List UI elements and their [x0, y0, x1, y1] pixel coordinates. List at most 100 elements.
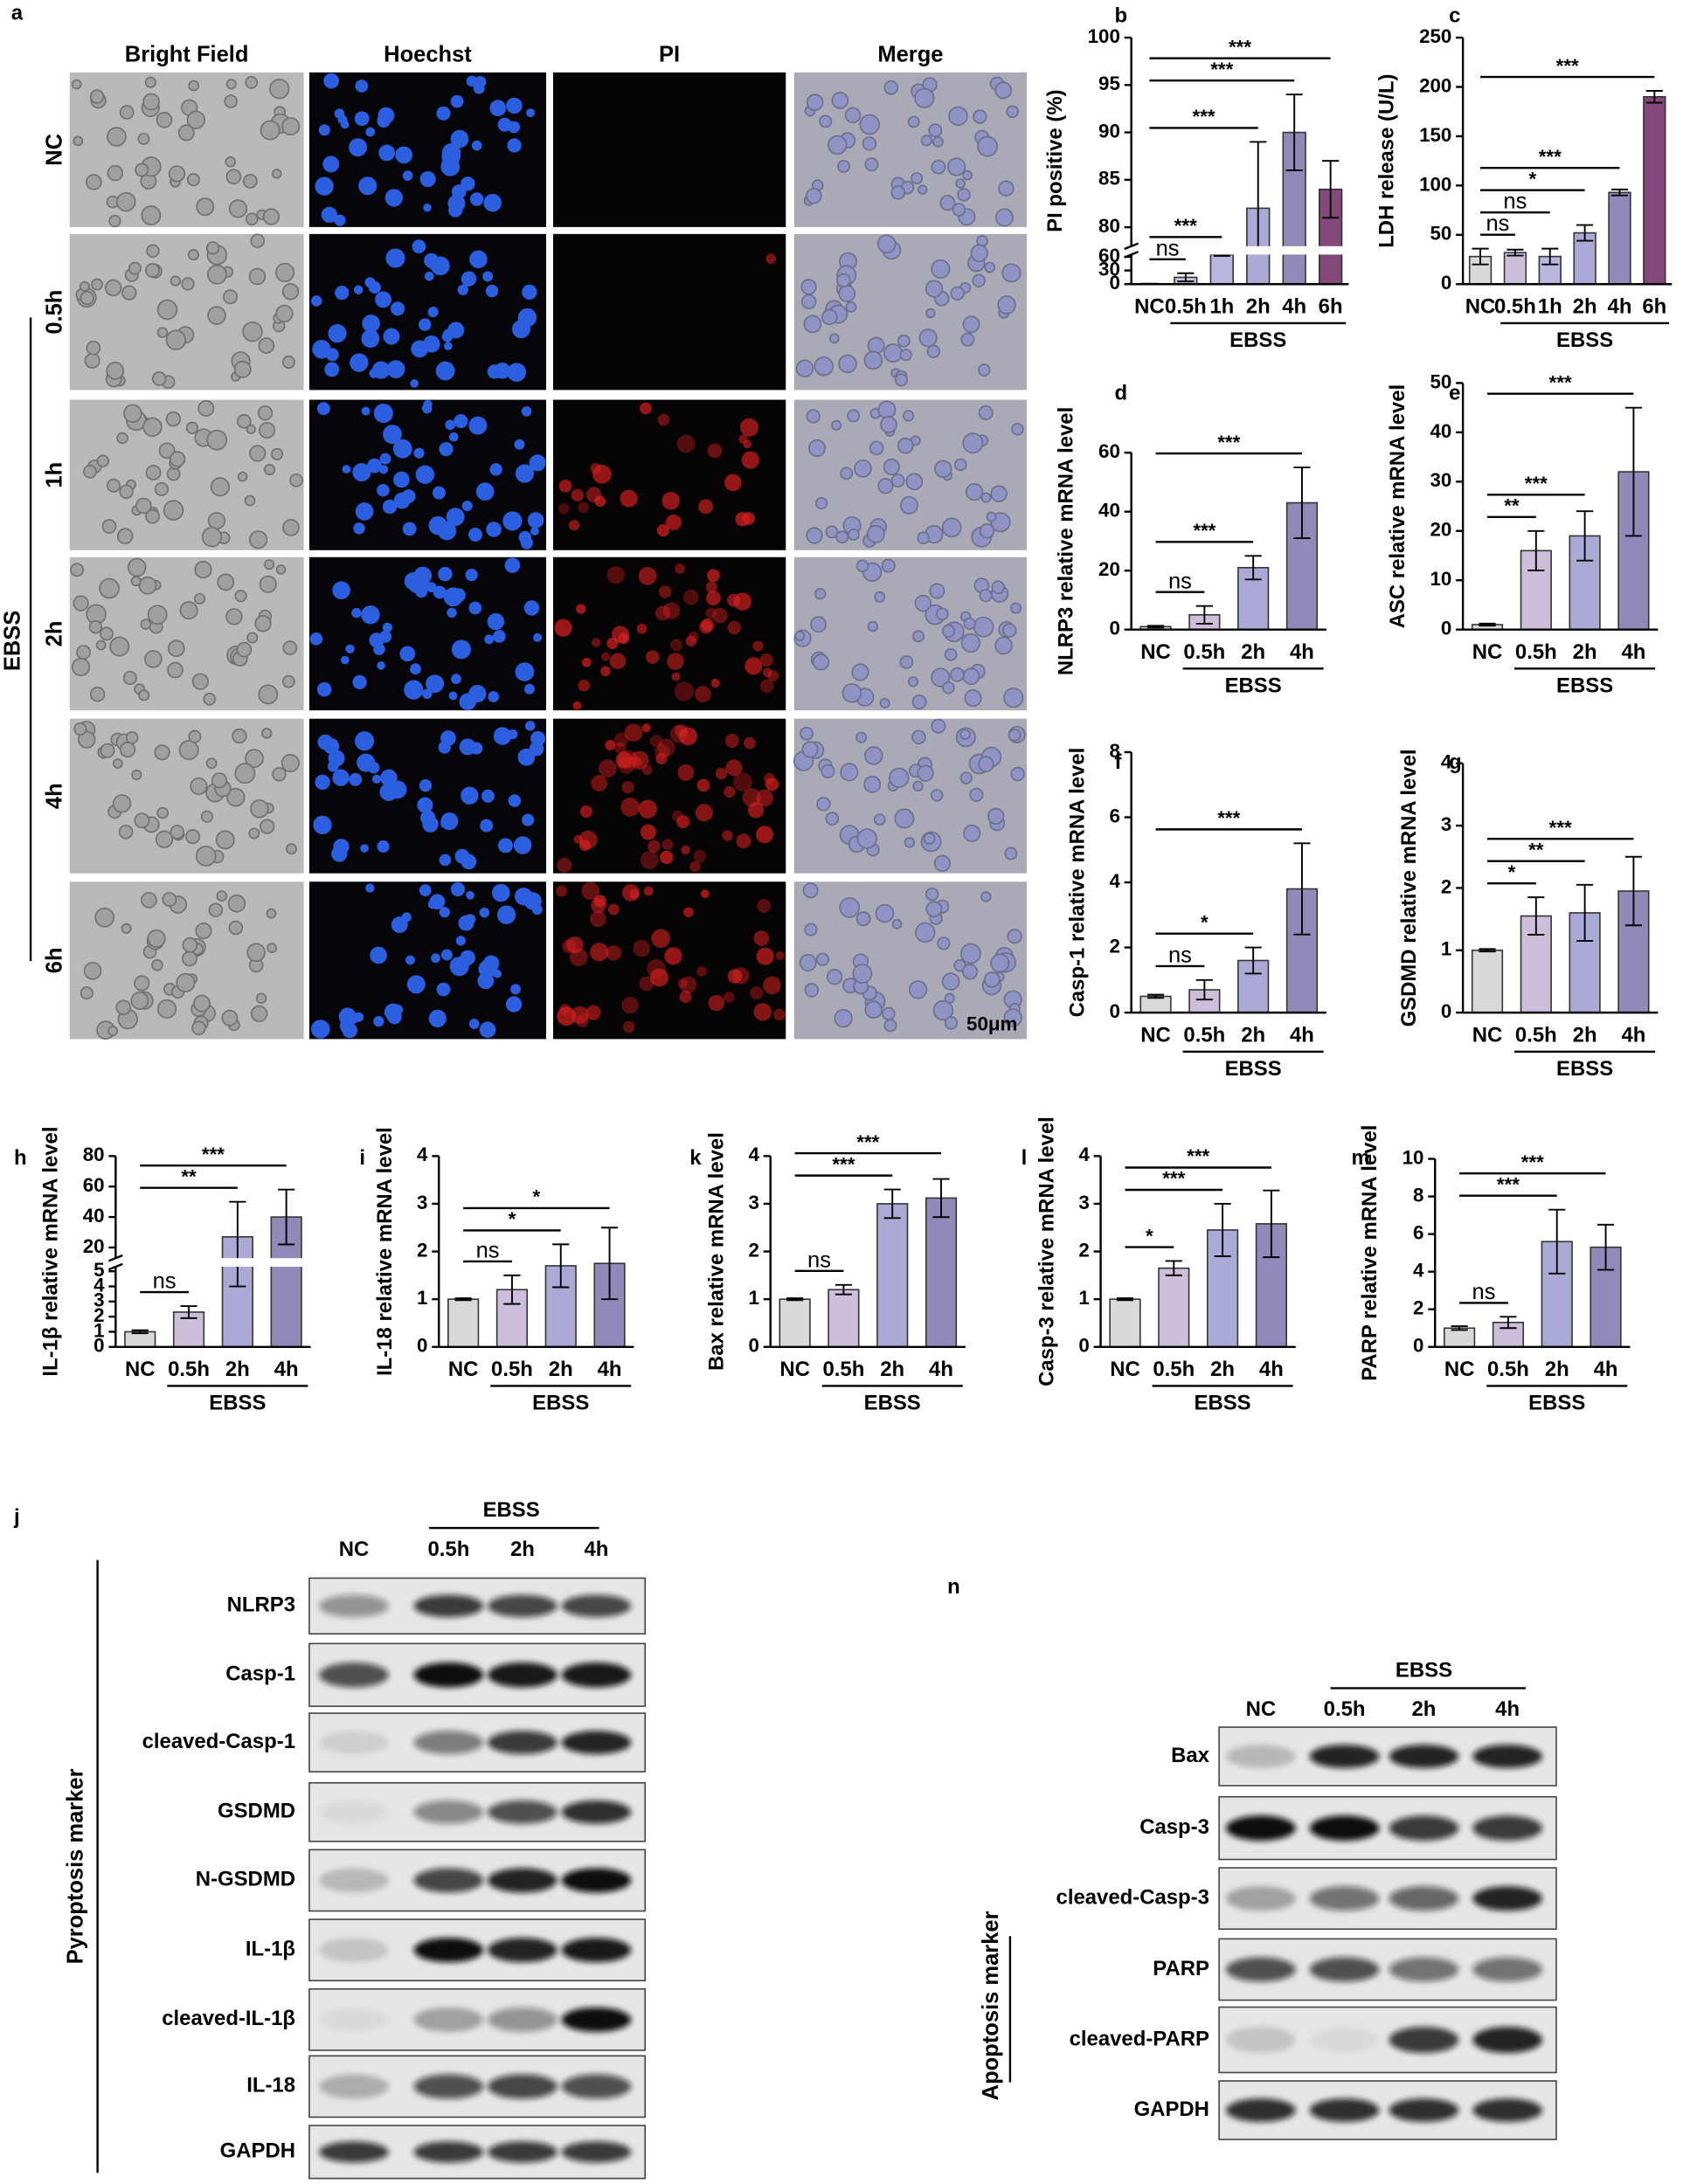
cell: [960, 632, 980, 653]
cell: [422, 688, 433, 700]
cell: [977, 135, 998, 157]
row-label: 1h: [43, 462, 67, 488]
cell: [345, 644, 355, 654]
cell: [404, 680, 424, 700]
y-tick-label: 6: [1413, 1222, 1423, 1244]
cell: [599, 759, 617, 778]
cell: [640, 824, 656, 840]
panel-letter: m: [1352, 1146, 1370, 1170]
significance-label: *: [509, 1208, 516, 1230]
y-tick-label: 80: [83, 1144, 105, 1165]
cell: [475, 482, 495, 501]
cell: [638, 567, 657, 585]
cell: [80, 290, 94, 306]
cell: [367, 458, 383, 473]
cell: [349, 138, 368, 157]
cell: [121, 285, 137, 301]
cell: [867, 620, 879, 632]
cell: [354, 731, 375, 751]
cell: [289, 473, 303, 487]
cell: [496, 905, 516, 924]
break-mark: [107, 1254, 123, 1262]
group-label: EBSS: [1556, 1057, 1613, 1081]
x-tick-label: 2h: [1573, 640, 1597, 664]
cell: [648, 840, 661, 854]
cell: [406, 975, 426, 994]
y-tick-label: 200: [1419, 74, 1451, 96]
group-label: EBSS: [1225, 674, 1282, 697]
cell: [441, 142, 461, 162]
cell: [573, 834, 583, 844]
cell: [234, 590, 247, 603]
cell: [112, 758, 123, 769]
cell: [523, 683, 535, 695]
cell: [815, 497, 828, 510]
y-tick-label: 150: [1419, 124, 1451, 146]
cell: [281, 753, 300, 772]
significance-label: ns: [807, 1248, 831, 1272]
cell: [108, 214, 121, 228]
cell: [384, 189, 403, 207]
cell: [106, 362, 125, 380]
cell: [699, 620, 713, 634]
cell: [662, 602, 681, 619]
cell: [107, 478, 121, 493]
cell: [206, 429, 228, 451]
cell: [894, 373, 909, 387]
micrograph: [793, 881, 1028, 1040]
cell: [362, 314, 380, 333]
cell: [591, 897, 606, 914]
cell: [245, 749, 264, 768]
cell: [931, 259, 951, 279]
cell: [698, 499, 714, 515]
cell: [354, 111, 370, 127]
cell: [641, 850, 659, 869]
bar: [828, 1289, 860, 1348]
band: [319, 1662, 389, 1688]
cell: [466, 890, 474, 900]
cell: [95, 639, 107, 651]
significance-label: ns: [1168, 569, 1192, 593]
band: [319, 1800, 389, 1824]
cell: [518, 530, 532, 544]
cell: [847, 409, 861, 423]
cell: [883, 343, 903, 363]
cell: [821, 764, 835, 778]
cell: [696, 966, 707, 977]
significance-label: ***: [1217, 807, 1240, 829]
cell: [469, 250, 488, 269]
band: [1472, 1745, 1542, 1768]
cell: [185, 421, 199, 434]
y-tick-label: 250: [1419, 25, 1451, 47]
cell: [486, 522, 502, 537]
cell: [767, 670, 779, 682]
cell: [137, 132, 150, 145]
band: [413, 1594, 484, 1618]
y-tick-label: 20: [1430, 519, 1452, 541]
cell: [489, 100, 507, 117]
cell: [448, 691, 458, 701]
cell: [521, 406, 532, 417]
x-tick-label: NC: [1472, 1024, 1503, 1047]
cell: [156, 999, 177, 1019]
band: [488, 2074, 558, 2099]
cell: [482, 955, 500, 972]
cell: [379, 630, 392, 643]
cell: [104, 279, 122, 297]
cell: [377, 661, 385, 670]
cell: [952, 203, 966, 217]
micrograph: [793, 556, 1028, 711]
cell: [377, 840, 390, 854]
cell: [869, 440, 884, 456]
protein-label: cleaved-IL-1β: [162, 2007, 295, 2030]
cell: [920, 135, 932, 147]
protein-label: GSDMD: [218, 1800, 295, 1823]
cell: [468, 416, 488, 435]
cell: [263, 464, 276, 476]
cell: [621, 997, 639, 1014]
cell: [639, 976, 655, 992]
cell: [488, 691, 500, 702]
lane-label: 0.5h: [427, 1538, 469, 1561]
cell: [468, 1019, 480, 1029]
cell: [365, 883, 375, 893]
